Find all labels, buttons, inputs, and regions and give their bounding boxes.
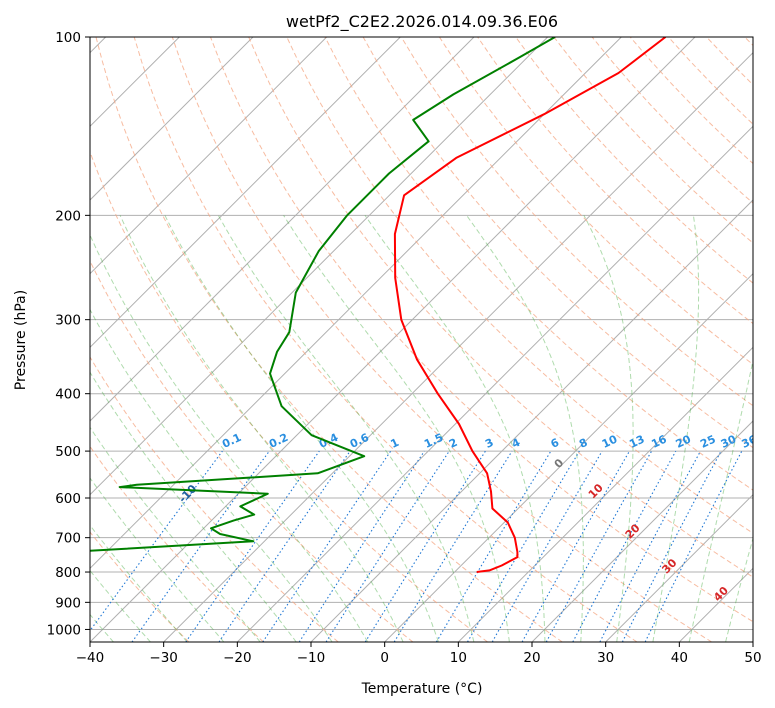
mixing-ratio-label: 13 bbox=[627, 433, 646, 451]
isotherm bbox=[90, 37, 328, 275]
y-tick-label: 200 bbox=[55, 208, 81, 224]
moist-adiabat bbox=[90, 233, 369, 642]
isotherm bbox=[384, 272, 753, 642]
plot-frame bbox=[89, 36, 754, 643]
mixing-ratio-line bbox=[393, 450, 513, 642]
dry-adiabat bbox=[400, 37, 753, 407]
x-tick-label: −20 bbox=[223, 650, 252, 666]
y-axis: 100 200 300 400 500 600 700 800 900 1000 bbox=[47, 30, 90, 638]
isotherm bbox=[90, 37, 549, 496]
dry-adiabat bbox=[90, 150, 488, 642]
mixing-ratio-label: 30 bbox=[719, 432, 739, 450]
mixing-ratio-line bbox=[185, 450, 320, 642]
y-tick-label: 100 bbox=[55, 30, 81, 46]
x-tick-label: −10 bbox=[297, 650, 326, 666]
mixing-ratio-line bbox=[521, 450, 630, 642]
isotherm bbox=[236, 125, 753, 642]
dewpoint-profile bbox=[90, 37, 556, 552]
x-tick-label: 0 bbox=[380, 650, 389, 666]
dry-adiabat bbox=[90, 356, 339, 642]
y-axis-label: Pressure (hPa) bbox=[13, 290, 29, 390]
moist-adiabat bbox=[283, 215, 510, 642]
moist-adiabat bbox=[119, 215, 404, 642]
mixing-ratio-line bbox=[262, 450, 392, 642]
y-tick-label: 300 bbox=[55, 313, 81, 329]
y-tick-label: 500 bbox=[55, 444, 81, 460]
moist-adiabat bbox=[364, 215, 546, 642]
mixing-ratio-label: 25 bbox=[698, 433, 717, 451]
mixing-ratio-line bbox=[325, 450, 450, 642]
dry-adiabat bbox=[515, 37, 753, 284]
plot-area: 0.1 0.2 0.4 0.6 1 1.5 2 3 4 6 8 10 13 16 20 25 30 36-1001… bbox=[90, 37, 760, 642]
y-tick-label: 400 bbox=[55, 387, 81, 403]
isotherm bbox=[90, 37, 475, 422]
x-axis-label: Temperature (°C) bbox=[361, 681, 483, 697]
y-tick-label: 800 bbox=[55, 565, 81, 581]
mixing-ratio-line bbox=[545, 450, 653, 642]
x-tick-label: 10 bbox=[450, 650, 467, 666]
temperature-profile bbox=[393, 37, 667, 573]
x-tick-label: −30 bbox=[149, 650, 178, 666]
dry-adiabat bbox=[95, 37, 563, 642]
x-tick-label: 30 bbox=[597, 650, 614, 666]
mixing-ratio-label: 16 bbox=[649, 432, 669, 450]
moist-adiabat bbox=[652, 215, 700, 642]
moist-adiabat bbox=[688, 358, 753, 642]
moist-adiabat bbox=[90, 569, 151, 642]
mixing-ratio-line bbox=[131, 450, 270, 642]
mixing-ratio-line bbox=[572, 450, 677, 642]
moist-adiabat bbox=[90, 524, 188, 642]
mixing-ratio-line bbox=[90, 450, 223, 632]
moist-adiabat bbox=[90, 477, 225, 642]
y-tick-label: 900 bbox=[55, 595, 81, 611]
x-tick-label: 20 bbox=[523, 650, 540, 666]
mixing-ratio-label: 20 bbox=[674, 432, 694, 450]
x-tick-label: −40 bbox=[76, 650, 105, 666]
isotherm bbox=[531, 420, 753, 642]
mixing-ratio-line bbox=[298, 450, 425, 642]
dry-adiabat bbox=[210, 37, 753, 623]
isotherm bbox=[90, 37, 401, 349]
isotherm bbox=[457, 346, 753, 642]
moist-adiabat bbox=[90, 371, 297, 642]
dry-adiabat bbox=[248, 37, 753, 578]
moist-adiabat bbox=[164, 215, 439, 642]
y-tick-label: 700 bbox=[55, 531, 81, 547]
x-axis: −40 −30 −20 −10 0 10 20 30 40 50 bbox=[76, 642, 762, 666]
moist-adiabat bbox=[583, 215, 634, 642]
mixing-ratio-label: 36 bbox=[740, 432, 760, 450]
isotherm bbox=[90, 37, 622, 570]
isotherm bbox=[163, 51, 753, 642]
mixing-ratio-label: 10 bbox=[600, 432, 620, 450]
dry-adiabat bbox=[90, 531, 190, 642]
isotherm bbox=[90, 37, 254, 201]
mixing-ratio-line bbox=[218, 450, 351, 642]
x-tick-label: 50 bbox=[744, 650, 761, 666]
dry-adiabat bbox=[324, 37, 753, 491]
chart-title: wetPf2_C2E2.2026.014.09.36.E06 bbox=[286, 12, 558, 32]
y-tick-label: 600 bbox=[55, 491, 81, 507]
dry-adiabat bbox=[171, 37, 712, 642]
isotherm bbox=[90, 37, 696, 642]
moist-adiabat bbox=[90, 426, 261, 642]
x-tick-label: 40 bbox=[671, 650, 688, 666]
isotherm bbox=[605, 493, 753, 642]
dry-adiabat bbox=[90, 259, 414, 642]
dry-adiabat bbox=[133, 37, 638, 642]
mixing-ratio-line bbox=[644, 450, 743, 642]
y-tick-label: 1000 bbox=[47, 622, 81, 638]
dry-adiabat bbox=[438, 37, 753, 366]
